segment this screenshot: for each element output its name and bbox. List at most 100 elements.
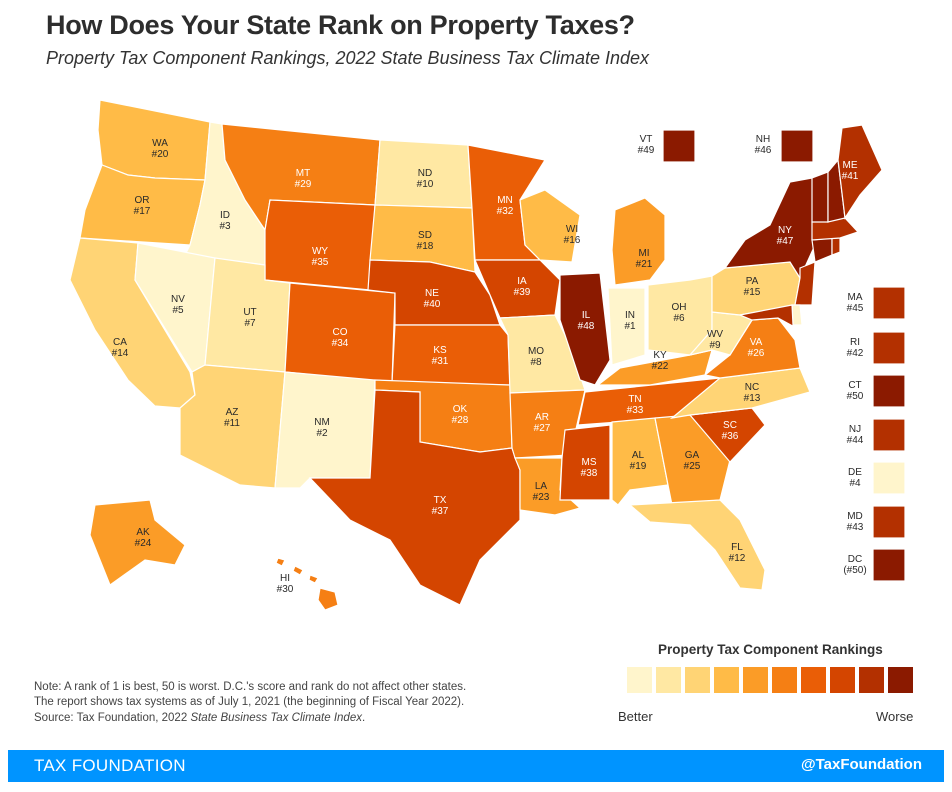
label-IN: IN #1 <box>624 310 636 332</box>
box-RI[interactable] <box>872 331 906 365</box>
label-OK: OK #28 <box>452 404 469 426</box>
label-VT: VT #49 <box>638 134 655 156</box>
note-line-2: The report shows tax systems as of July … <box>34 695 465 708</box>
label-MS: MS #38 <box>581 457 598 479</box>
state-HI[interactable] <box>275 557 339 611</box>
label-SD: SD #18 <box>417 230 434 252</box>
state-KS[interactable] <box>391 324 511 386</box>
state-WI[interactable] <box>519 189 581 263</box>
label-NV: NV #5 <box>171 294 185 316</box>
label-WV: WV #9 <box>707 329 723 351</box>
label-CO: CO #34 <box>332 327 349 349</box>
legend-better-label: Better <box>618 709 653 724</box>
label-AR: AR #27 <box>534 412 551 434</box>
label-NC: NC #13 <box>744 382 761 404</box>
label-KS: KS #31 <box>432 345 449 367</box>
label-LA: LA #23 <box>533 481 550 503</box>
label-TN: TN #33 <box>627 394 644 416</box>
box-NH[interactable] <box>780 129 814 163</box>
footer-handle[interactable]: @TaxFoundation <box>800 756 922 773</box>
source-italic: State Business Tax Climate Index <box>190 712 362 724</box>
box-MA[interactable] <box>872 286 906 320</box>
legend-worse-label: Worse <box>876 709 914 724</box>
box-MD[interactable] <box>872 505 906 539</box>
state-NY[interactable] <box>723 177 816 280</box>
source-prefix: Source: Tax Foundation, 2022 <box>34 712 191 724</box>
label-IL: IL #48 <box>578 310 595 332</box>
footer-bar: TAX FOUNDATION @TaxFoundation <box>8 750 944 782</box>
label-IA: IA #39 <box>514 276 531 298</box>
label-WA: WA #20 <box>152 138 169 160</box>
label-NY: NY #47 <box>777 225 794 247</box>
label-AZ: AZ #11 <box>224 407 240 429</box>
box-DC[interactable] <box>872 548 906 582</box>
source-suffix: . <box>361 712 366 724</box>
label-KY: KY #22 <box>652 350 669 372</box>
footer-brand[interactable]: TAX FOUNDATION <box>34 756 186 775</box>
legend-swatch <box>801 667 826 693</box>
state-ME[interactable] <box>837 124 883 220</box>
box-CT[interactable] <box>872 374 906 408</box>
page-title: How Does Your State Rank on Property Tax… <box>46 10 635 40</box>
state-TX[interactable] <box>308 389 521 606</box>
state-IL[interactable] <box>559 272 611 386</box>
label-RI: RI #42 <box>847 337 864 359</box>
label-CT: CT #50 <box>847 380 864 402</box>
state-MD[interactable] <box>737 304 801 331</box>
label-ID: ID #3 <box>219 210 231 232</box>
legend-swatch <box>830 667 855 693</box>
label-MO: MO #8 <box>528 346 544 368</box>
label-NM: NM #2 <box>314 417 330 439</box>
source: Source: Tax Foundation, 2022 State Busin… <box>34 712 365 724</box>
label-SC: SC #36 <box>722 420 739 442</box>
label-AK: AK #24 <box>135 527 152 549</box>
label-WI: WI #16 <box>564 224 581 246</box>
state-MS[interactable] <box>559 424 611 501</box>
state-DE[interactable] <box>791 304 803 326</box>
legend-swatch <box>888 667 913 693</box>
state-IN[interactable] <box>607 287 646 366</box>
box-DE[interactable] <box>872 461 906 495</box>
label-CA: CA #14 <box>112 337 129 359</box>
legend-swatch <box>685 667 710 693</box>
state-CT[interactable] <box>811 237 833 263</box>
label-ME: ME #41 <box>842 160 859 182</box>
legend-swatches <box>627 667 913 693</box>
state-WY[interactable] <box>264 199 376 291</box>
page-subtitle: Property Tax Component Rankings, 2022 St… <box>46 48 649 68</box>
legend-swatch <box>656 667 681 693</box>
label-UT: UT #7 <box>243 307 256 329</box>
state-VT[interactable] <box>811 171 829 223</box>
label-MN: MN #32 <box>497 195 514 217</box>
note: Note: A rank of 1 is best, 50 is worst. … <box>34 680 554 709</box>
label-MI: MI #21 <box>636 248 653 270</box>
label-NE: NE #40 <box>424 288 441 310</box>
label-AL: AL #19 <box>630 450 647 472</box>
label-OH: OH #6 <box>672 302 687 324</box>
label-ND: ND #10 <box>417 168 434 190</box>
state-AK[interactable] <box>89 499 186 586</box>
label-HI: HI #30 <box>277 573 294 595</box>
state-MI[interactable] <box>611 197 666 286</box>
state-NJ[interactable] <box>794 261 816 306</box>
map-labels: WA #20 OR #17 CA #14 ID #3 NV #5 MT #29 WY #35 … <box>112 134 867 595</box>
legend-swatch <box>859 667 884 693</box>
legend-title: Property Tax Component Rankings <box>658 642 883 657</box>
label-WY: WY #35 <box>312 246 329 268</box>
label-OR: OR #17 <box>134 195 151 217</box>
legend-swatch <box>772 667 797 693</box>
box-NJ[interactable] <box>872 418 906 452</box>
label-NH: NH #46 <box>755 134 772 156</box>
label-DE: DE #4 <box>848 467 862 489</box>
state-RI[interactable] <box>831 237 841 256</box>
box-VT[interactable] <box>662 129 696 163</box>
label-TX: TX #37 <box>432 495 449 517</box>
label-FL: FL #12 <box>729 542 746 564</box>
legend-swatch <box>627 667 652 693</box>
label-PA: PA #15 <box>744 276 761 298</box>
label-GA: GA #25 <box>684 450 701 472</box>
note-line-1: Note: A rank of 1 is best, 50 is worst. … <box>34 681 467 693</box>
legend-swatch <box>743 667 768 693</box>
state-FL[interactable] <box>628 499 766 591</box>
us-map: WA #20 OR #17 CA #14 ID #3 NV #5 MT #29 WY #35 … <box>69 99 906 611</box>
